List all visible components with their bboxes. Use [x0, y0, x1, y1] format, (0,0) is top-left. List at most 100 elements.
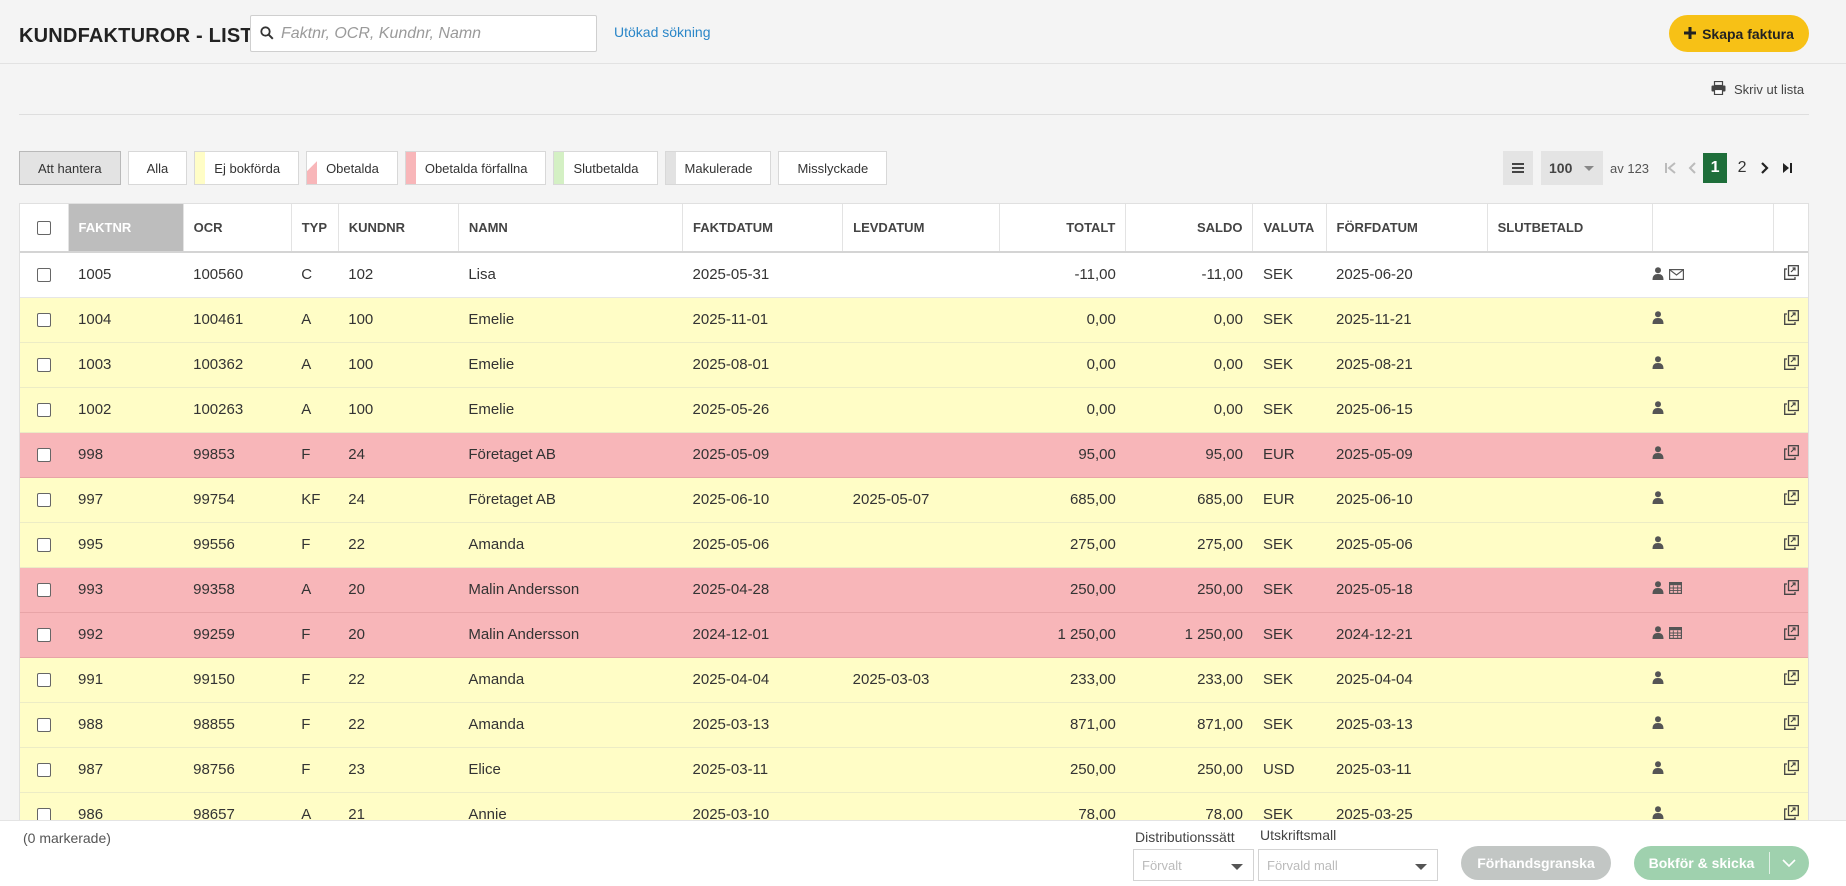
- template-select[interactable]: Förvald mall: [1258, 849, 1438, 881]
- person-icon[interactable]: [1652, 266, 1664, 284]
- filter-obetalda-forfallna[interactable]: Obetalda förfallna: [404, 151, 547, 185]
- copy-invoice-icon[interactable]: [1783, 715, 1799, 734]
- table-row[interactable]: 995 99556 F 22 Amanda 2025-05-06 275,00 275,00 S…: [20, 522, 1808, 568]
- person-icon[interactable]: [1652, 716, 1664, 733]
- person-icon[interactable]: [1652, 401, 1664, 418]
- calendar-icon[interactable]: [1669, 581, 1683, 598]
- row-checkbox[interactable]: [37, 538, 52, 553]
- prev-page-icon[interactable]: [1681, 151, 1703, 185]
- person-icon[interactable]: [1652, 536, 1664, 553]
- search-input[interactable]: [281, 17, 581, 50]
- row-checkbox[interactable]: [37, 763, 52, 778]
- row-checkbox[interactable]: [37, 313, 52, 328]
- column-header-kundnr[interactable]: KUNDNR: [338, 204, 459, 253]
- table-row[interactable]: 1004 100461 A 100 Emelie 2025-11-01 0,00 0,00 SE…: [20, 297, 1808, 343]
- person-icon[interactable]: [1652, 311, 1664, 328]
- table-row[interactable]: 987 98756 F 23 Elice 2025-03-11 250,00 250,00 US…: [20, 747, 1808, 793]
- row-checkbox[interactable]: [37, 673, 52, 688]
- person-icon[interactable]: [1652, 581, 1664, 598]
- chevron-down-icon[interactable]: [1770, 859, 1808, 867]
- person-icon[interactable]: [1652, 491, 1664, 508]
- next-page-icon[interactable]: [1754, 151, 1776, 185]
- row-checkbox[interactable]: [37, 448, 52, 463]
- filter-alla[interactable]: Alla: [127, 151, 188, 185]
- search-icon: [260, 26, 274, 45]
- column-header-slutbetald[interactable]: SLUTBETALD: [1487, 204, 1653, 253]
- filter-misslyckade[interactable]: Misslyckade: [778, 151, 888, 185]
- table-row[interactable]: 988 98855 F 22 Amanda 2025-03-13 871,00 871,00 S…: [20, 702, 1808, 748]
- table-row[interactable]: 986 98657 A 21 Annie 2025-03-10 78,00 78,00 SEK 2…: [20, 792, 1808, 820]
- row-checkbox[interactable]: [37, 493, 52, 508]
- filter-obetalda[interactable]: Obetalda: [306, 151, 398, 185]
- last-page-icon[interactable]: [1776, 151, 1798, 185]
- first-page-icon[interactable]: [1659, 151, 1681, 185]
- copy-invoice-icon[interactable]: [1783, 670, 1799, 689]
- copy-invoice-icon[interactable]: [1783, 490, 1799, 509]
- row-checkbox[interactable]: [37, 583, 52, 598]
- column-header-totalt[interactable]: TOTALT: [999, 204, 1127, 253]
- column-header-typ[interactable]: TYP: [291, 204, 339, 253]
- table-row[interactable]: 997 99754 KF 24 Företaget AB 2025-06-10 2025-0…: [20, 477, 1808, 523]
- filter-makulerade[interactable]: Makulerade: [664, 151, 772, 185]
- envelope-icon[interactable]: [1669, 267, 1685, 284]
- filter-att-hantera[interactable]: Att hantera: [19, 151, 121, 185]
- person-icon[interactable]: [1652, 806, 1664, 820]
- column-header-levdatum[interactable]: LEVDATUM: [842, 204, 1001, 253]
- row-checkbox[interactable]: [37, 718, 52, 733]
- person-icon[interactable]: [1652, 671, 1664, 688]
- row-checkbox[interactable]: [37, 403, 52, 418]
- filter-slutbetalda[interactable]: Slutbetalda: [553, 151, 658, 185]
- filter-ej-bokforda[interactable]: Ej bokförda: [194, 151, 300, 185]
- table-row[interactable]: 993 99358 A 20 Malin Andersson 2025-04-28 250,…: [20, 567, 1808, 613]
- copy-invoice-icon[interactable]: [1783, 400, 1799, 419]
- column-header-faktnr[interactable]: FAKTNR: [68, 204, 184, 253]
- table-row[interactable]: 1005 100560 C 102 Lisa 2025-05-31 -11,00 -11,00…: [20, 252, 1808, 298]
- table-row[interactable]: 998 99853 F 24 Företaget AB 2025-05-09 95,00 95…: [20, 432, 1808, 478]
- create-invoice-button[interactable]: Skapa faktura: [1669, 15, 1809, 52]
- cell-saldo: 250,00: [1125, 567, 1253, 613]
- per-page-select[interactable]: 100: [1541, 151, 1603, 185]
- table-row[interactable]: 991 99150 F 22 Amanda 2025-04-04 2025-03-03 233…: [20, 657, 1808, 703]
- distribution-select[interactable]: Förvalt: [1133, 849, 1254, 881]
- page-1[interactable]: 1: [1703, 153, 1728, 183]
- person-icon[interactable]: [1652, 446, 1664, 463]
- column-header-faktdatum[interactable]: FAKTDATUM: [682, 204, 844, 253]
- print-list-link[interactable]: Skriv ut lista: [1711, 80, 1804, 98]
- row-checkbox[interactable]: [37, 358, 52, 373]
- person-icon[interactable]: [1652, 626, 1664, 643]
- person-icon[interactable]: [1652, 356, 1664, 373]
- copy-invoice-icon[interactable]: [1783, 310, 1799, 329]
- column-header-valuta[interactable]: VALUTA: [1252, 204, 1327, 253]
- column-header-forfdatum[interactable]: FÖRFDATUM: [1326, 204, 1488, 253]
- copy-invoice-icon[interactable]: [1783, 445, 1799, 464]
- preview-button[interactable]: Förhandsgranska: [1461, 846, 1611, 880]
- row-checkbox[interactable]: [37, 628, 52, 643]
- column-header-namn[interactable]: NAMN: [458, 204, 684, 253]
- copy-invoice-icon[interactable]: [1783, 760, 1799, 779]
- copy-invoice-icon[interactable]: [1783, 580, 1799, 599]
- cell-forfdatum: 2025-05-09: [1326, 432, 1488, 478]
- table-row[interactable]: 1003 100362 A 100 Emelie 2025-08-01 0,00 0,00 SE…: [20, 342, 1808, 388]
- person-icon[interactable]: [1652, 761, 1664, 778]
- search-box[interactable]: [250, 15, 597, 52]
- copy-invoice-icon[interactable]: [1783, 625, 1799, 644]
- book-and-send-button[interactable]: Bokför & skicka: [1634, 846, 1809, 880]
- copy-invoice-icon[interactable]: [1783, 265, 1799, 284]
- calendar-icon[interactable]: [1669, 626, 1683, 643]
- row-copy-cell: [1773, 792, 1808, 820]
- list-menu-icon[interactable]: [1503, 151, 1533, 185]
- column-header-saldo[interactable]: SALDO: [1125, 204, 1254, 253]
- table-row[interactable]: 1002 100263 A 100 Emelie 2025-05-26 0,00 0,00 SE…: [20, 387, 1808, 433]
- advanced-search-link[interactable]: Utökad sökning: [614, 24, 711, 40]
- copy-invoice-icon[interactable]: [1783, 805, 1799, 820]
- select-all-checkbox[interactable]: [36, 221, 51, 236]
- table-row[interactable]: 992 99259 F 20 Malin Andersson 2024-12-01 1 25…: [20, 612, 1808, 658]
- row-checkbox[interactable]: [37, 808, 52, 820]
- column-header-ocr[interactable]: OCR: [183, 204, 292, 253]
- filter-color-swatch: [554, 152, 565, 184]
- row-checkbox[interactable]: [37, 268, 52, 283]
- copy-invoice-icon[interactable]: [1783, 535, 1799, 554]
- page-2[interactable]: 2: [1737, 159, 1747, 176]
- status-filter-tabs: Att hantera Alla Ej bokförda Obetalda Ob…: [19, 151, 888, 185]
- copy-invoice-icon[interactable]: [1783, 355, 1799, 374]
